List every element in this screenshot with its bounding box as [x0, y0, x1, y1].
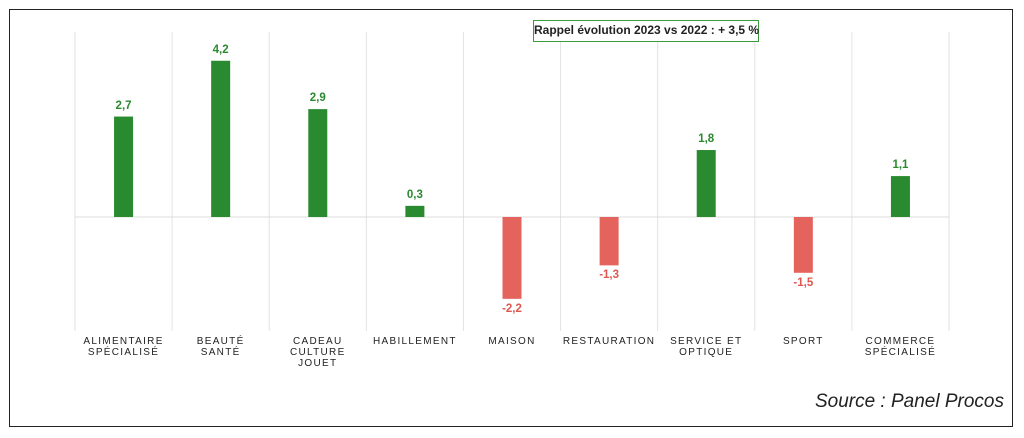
category-label: ALIMENTAIRE SPÉCIALISÉ: [83, 336, 164, 358]
category-label: CADEAU CULTURE JOUET: [289, 336, 346, 369]
data-label: -1,5: [793, 276, 814, 289]
bar: [405, 205, 425, 217]
data-label: -2,2: [502, 302, 522, 315]
category-label: BEAUTÉ SANTÉ: [196, 336, 245, 358]
data-label: 1,8: [698, 133, 715, 146]
data-label: 2,9: [309, 92, 326, 105]
bar: [696, 150, 716, 217]
bar: [502, 217, 522, 299]
bar: [793, 217, 813, 273]
data-label: -1,3: [599, 269, 620, 282]
source-note: Source : Panel Procos: [814, 391, 1004, 412]
category-label: COMMERCE SPÉCIALISÉ: [864, 336, 937, 358]
data-label: 4,2: [212, 43, 229, 56]
bar: [890, 176, 910, 217]
category-label: MAISON: [488, 336, 536, 347]
category-label: SERVICE ET OPTIQUE: [670, 336, 743, 358]
bar: [114, 116, 134, 217]
data-label: 1,1: [892, 159, 909, 172]
data-label: 0,3: [406, 188, 423, 201]
data-label: 2,7: [115, 99, 132, 112]
evolution-callout: Rappel évolution 2023 vs 2022 : + 3,5 %: [533, 20, 759, 42]
category-label: HABILLEMENT: [372, 336, 457, 347]
category-label: RESTAURATION: [562, 336, 656, 347]
bar: [599, 217, 619, 266]
category-label: SPORT: [782, 336, 824, 347]
bar: [308, 109, 328, 217]
bar: [211, 60, 231, 218]
